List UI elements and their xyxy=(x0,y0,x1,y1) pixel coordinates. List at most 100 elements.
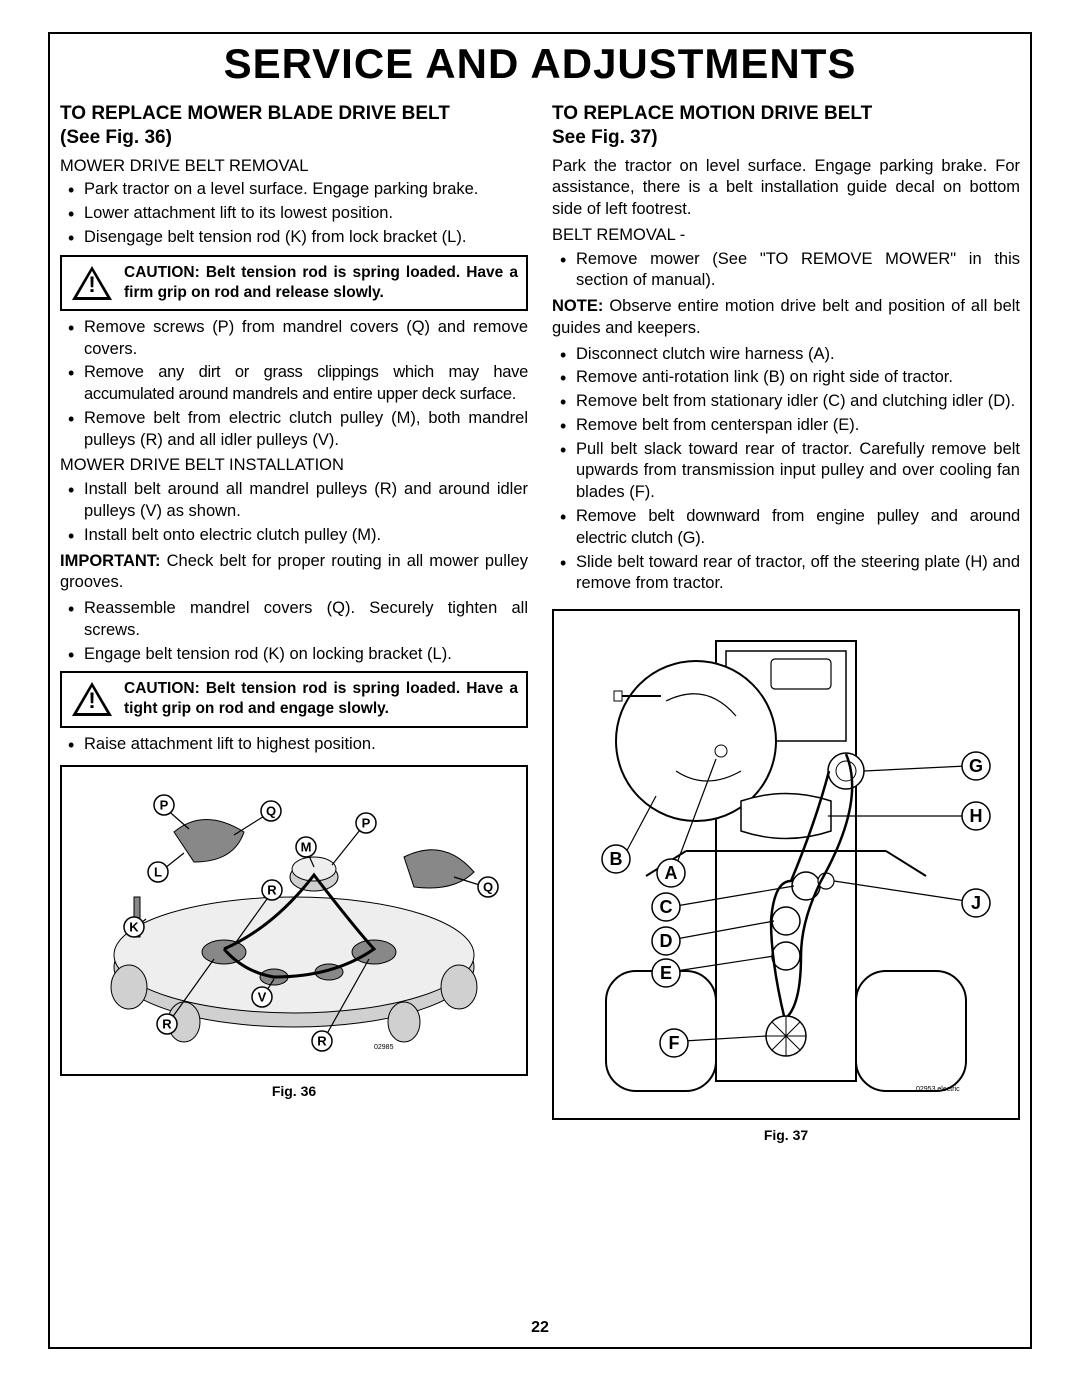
belt-removal-subheading: BELT REMOVAL - xyxy=(552,225,1020,247)
callout-F: F xyxy=(660,1029,688,1057)
removal-subheading: MOWER DRIVE BELT REMOVAL xyxy=(60,156,528,178)
figure-37-diagram: B A C D E F G H J 02953 electric xyxy=(564,621,1008,1101)
install-list-2: Reassemble mandrel covers (Q). Securely … xyxy=(60,598,528,665)
motion-removal-list-2: Disconnect clutch wire harness (A). Remo… xyxy=(552,344,1020,595)
figure-36-diagram: P Q P L M R Q K V R R 02985 xyxy=(72,777,516,1057)
callout-R3: R xyxy=(312,1031,332,1051)
warning-icon: ! xyxy=(70,680,114,718)
svg-text:M: M xyxy=(301,840,312,855)
svg-text:J: J xyxy=(971,893,981,913)
list-item: Remove belt from centerspan idler (E). xyxy=(552,415,1020,437)
callout-V: V xyxy=(252,987,272,1007)
list-item: Reassemble mandrel covers (Q). Securely … xyxy=(60,598,528,642)
callout-Q2: Q xyxy=(478,877,498,897)
important-para: IMPORTANT: Check belt for proper routing… xyxy=(60,551,528,595)
figure-37-box: B A C D E F G H J 02953 electric xyxy=(552,609,1020,1120)
caution-text-1: CAUTION: Belt tension rod is spring load… xyxy=(124,263,518,303)
svg-text:B: B xyxy=(610,849,623,869)
svg-text:R: R xyxy=(267,883,277,898)
section-heading-left: TO REPLACE MOWER BLADE DRIVE BELT (See F… xyxy=(60,102,528,150)
list-item: Park tractor on a level surface. Engage … xyxy=(60,179,528,201)
svg-text:R: R xyxy=(162,1017,172,1032)
svg-text:C: C xyxy=(660,897,673,917)
callout-R2: R xyxy=(157,1014,177,1034)
install-list-1: Install belt around all mandrel pulleys … xyxy=(60,479,528,546)
removal-list-2: Remove screws (P) from mandrel covers (Q… xyxy=(60,317,528,452)
svg-text:K: K xyxy=(129,920,139,935)
svg-text:D: D xyxy=(660,931,673,951)
callout-P1: P xyxy=(154,795,174,815)
callout-D: D xyxy=(652,927,680,955)
callout-J: J xyxy=(962,889,990,917)
svg-text:P: P xyxy=(160,798,169,813)
content-columns: TO REPLACE MOWER BLADE DRIVE BELT (See F… xyxy=(60,102,1020,1144)
callout-E: E xyxy=(652,959,680,987)
removal-list-1: Park tractor on a level surface. Engage … xyxy=(60,179,528,248)
callout-M: M xyxy=(296,837,316,857)
list-item: Remove screws (P) from mandrel covers (Q… xyxy=(60,317,528,361)
note-para: NOTE: Observe entire motion drive belt a… xyxy=(552,296,1020,340)
fig37-caption: Fig. 37 xyxy=(552,1126,1020,1144)
callout-G: G xyxy=(962,752,990,780)
list-item: Pull belt slack toward rear of tractor. … xyxy=(552,439,1020,504)
svg-text:Q: Q xyxy=(266,804,276,819)
page-number: 22 xyxy=(0,1319,1080,1337)
list-item: Slide belt toward rear of tractor, off t… xyxy=(552,552,1020,596)
list-item: Install belt onto electric clutch pulley… xyxy=(60,525,528,547)
svg-text:!: ! xyxy=(88,272,95,297)
heading-right-l2: See Fig. 37) xyxy=(552,127,658,148)
caution-box-1: ! CAUTION: Belt tension rod is spring lo… xyxy=(60,255,528,311)
callout-P2: P xyxy=(356,813,376,833)
right-column: TO REPLACE MOTION DRIVE BELT See Fig. 37… xyxy=(552,102,1020,1144)
callout-C: C xyxy=(652,893,680,921)
svg-text:!: ! xyxy=(88,688,95,713)
heading-left-l2: (See Fig. 36) xyxy=(60,127,172,148)
list-item: Remove belt from stationary idler (C) an… xyxy=(552,391,1020,413)
intro-para: Park the tractor on level surface. Engag… xyxy=(552,156,1020,221)
list-item: Disengage belt tension rod (K) from lock… xyxy=(60,227,528,249)
warning-icon: ! xyxy=(70,264,114,302)
list-item: Remove belt downward from engine pulley … xyxy=(552,506,1020,550)
note-text: Observe entire motion drive belt and pos… xyxy=(552,297,1020,337)
svg-text:L: L xyxy=(154,865,162,880)
callout-B: B xyxy=(602,845,630,873)
page-title: SERVICE AND ADJUSTMENTS xyxy=(0,40,1080,88)
install-subheading: MOWER DRIVE BELT INSTALLATION xyxy=(60,455,528,477)
list-item: Remove belt from electric clutch pulley … xyxy=(60,408,528,452)
svg-text:R: R xyxy=(317,1034,327,1049)
list-item: Engage belt tension rod (K) on locking b… xyxy=(60,644,528,666)
section-heading-right: TO REPLACE MOTION DRIVE BELT See Fig. 37… xyxy=(552,102,1020,150)
callout-Q1: Q xyxy=(261,801,281,821)
svg-text:Q: Q xyxy=(483,880,493,895)
heading-left-l1: TO REPLACE MOWER BLADE DRIVE BELT xyxy=(60,103,450,124)
install-list-3: Raise attachment lift to highest positio… xyxy=(60,734,528,756)
caution-box-2: ! CAUTION: Belt tension rod is spring lo… xyxy=(60,671,528,727)
left-column: TO REPLACE MOWER BLADE DRIVE BELT (See F… xyxy=(60,102,528,1144)
callout-K: K xyxy=(124,917,144,937)
callout-R1: R xyxy=(262,880,282,900)
important-label: IMPORTANT: xyxy=(60,552,161,570)
list-item: Remove mower (See "TO REMOVE MOWER" in t… xyxy=(552,249,1020,293)
svg-text:F: F xyxy=(669,1033,680,1053)
heading-right-l1: TO REPLACE MOTION DRIVE BELT xyxy=(552,103,872,124)
list-item: Remove anti-rotation link (B) on right s… xyxy=(552,367,1020,389)
svg-text:E: E xyxy=(660,963,672,983)
list-item: Remove any dirt or grass clippings which… xyxy=(60,362,528,406)
motion-removal-list-1: Remove mower (See "TO REMOVE MOWER" in t… xyxy=(552,249,1020,293)
svg-text:P: P xyxy=(362,816,371,831)
svg-text:H: H xyxy=(970,806,983,826)
callout-L: L xyxy=(148,862,168,882)
figure-36-box: P Q P L M R Q K V R R 02985 xyxy=(60,765,528,1076)
list-item: Install belt around all mandrel pulleys … xyxy=(60,479,528,523)
svg-text:V: V xyxy=(258,990,267,1005)
note-label: NOTE: xyxy=(552,297,603,315)
svg-text:G: G xyxy=(969,756,983,776)
list-item: Disconnect clutch wire harness (A). xyxy=(552,344,1020,366)
caution-text-2: CAUTION: Belt tension rod is spring load… xyxy=(124,679,518,719)
fig37-partnum: 02953 electric xyxy=(916,1086,960,1093)
list-item: Raise attachment lift to highest positio… xyxy=(60,734,528,756)
svg-text:A: A xyxy=(665,863,678,883)
callout-A: A xyxy=(657,859,685,887)
callout-H: H xyxy=(962,802,990,830)
fig36-caption: Fig. 36 xyxy=(60,1082,528,1100)
